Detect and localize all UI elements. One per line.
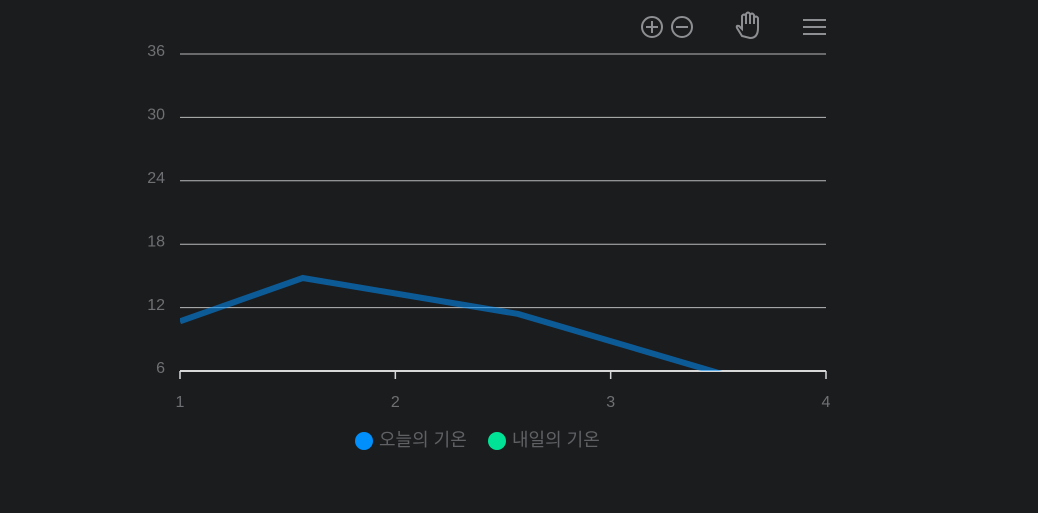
pan[interactable] xyxy=(735,11,759,40)
zoom-out[interactable] xyxy=(671,16,693,38)
y-tick-label: 36 xyxy=(147,43,165,60)
x-tick-label: 2 xyxy=(391,394,400,411)
x-tick-label: 4 xyxy=(822,394,831,411)
menu[interactable] xyxy=(803,19,826,35)
zoom-in[interactable] xyxy=(641,16,663,38)
y-tick-label: 12 xyxy=(147,297,165,314)
legend-label: 오늘의 기온 xyxy=(379,430,467,450)
y-tick-label: 6 xyxy=(156,360,165,377)
legend-marker xyxy=(488,432,506,450)
y-tick-label: 18 xyxy=(147,233,165,250)
series-line xyxy=(180,274,723,371)
legend-marker xyxy=(355,432,373,450)
y-tick-label: 30 xyxy=(147,107,165,124)
legend-label: 내일의 기온 xyxy=(512,430,600,450)
x-tick-label: 1 xyxy=(176,394,185,411)
x-tick-label: 3 xyxy=(606,394,615,411)
y-tick-label: 24 xyxy=(147,170,165,187)
